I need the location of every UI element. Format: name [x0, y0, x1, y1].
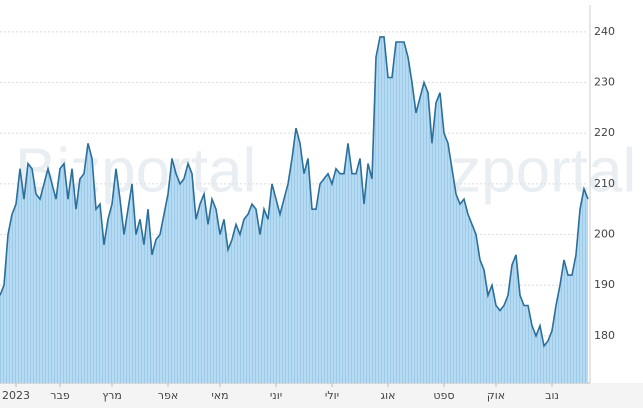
y-tick-label: 240: [594, 25, 615, 38]
y-tick-label: 230: [594, 76, 615, 89]
x-tick-label: אוק: [487, 389, 505, 402]
x-tick-label: אוג: [381, 389, 396, 402]
x-tick-label: יולי: [325, 389, 339, 402]
x-tick-label: נוב: [545, 389, 559, 402]
x-axis-band: [0, 383, 643, 408]
y-tick-label: 220: [594, 126, 615, 139]
area: [0, 36, 588, 384]
y-tick-label: 180: [594, 329, 615, 342]
x-tick-label: מאי: [211, 389, 228, 402]
y-tick-label: 190: [594, 278, 615, 291]
x-tick-label: 2023: [2, 389, 30, 402]
x-tick-label: מרץ: [102, 389, 122, 402]
y-tick-label: 200: [594, 228, 615, 241]
x-tick-label: יוני: [270, 389, 282, 402]
x-tick-label: ספט: [433, 389, 454, 402]
line: [0, 36, 589, 348]
x-tick-label: אפר: [158, 389, 178, 402]
x-tick-label: פבר: [50, 389, 70, 402]
y-tick-label: 210: [594, 177, 615, 190]
